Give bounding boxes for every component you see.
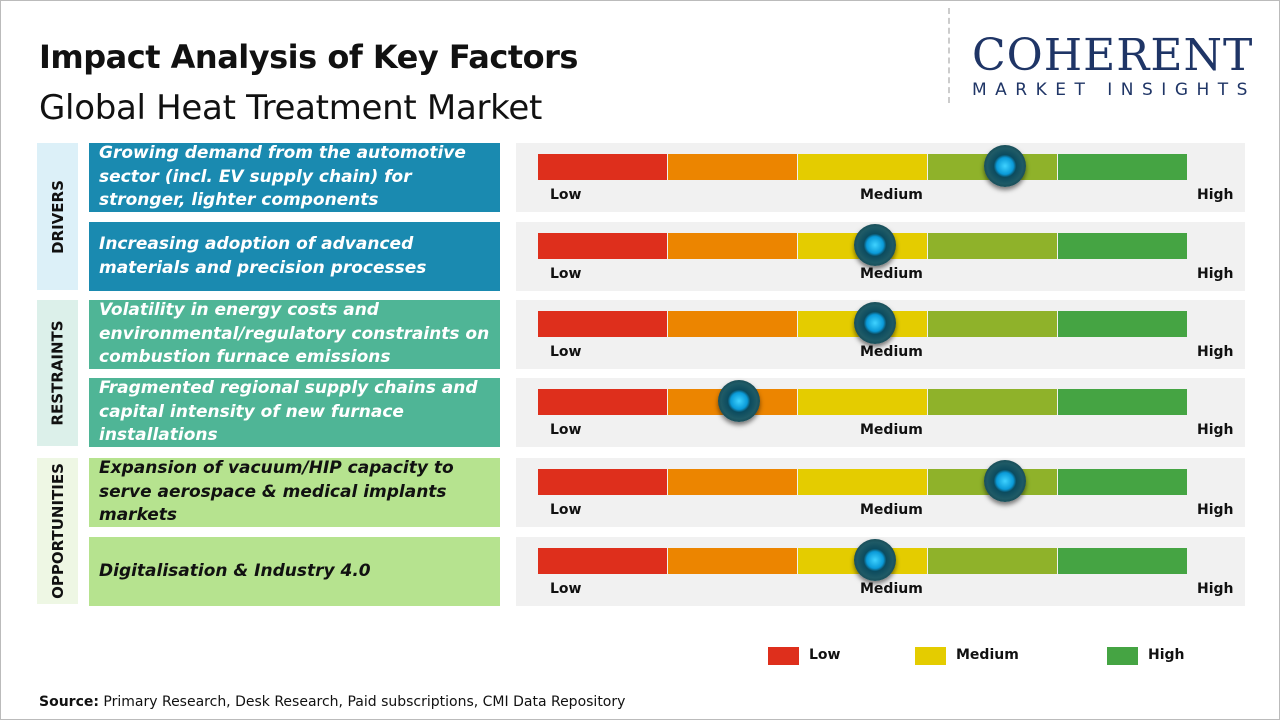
gauge-segment (1058, 389, 1187, 415)
logo-tagline: MARKET INSIGHTS (972, 80, 1256, 100)
gauge-segment (798, 154, 927, 180)
gauge-scale-label: High (1197, 422, 1234, 438)
factor-label: Expansion of vacuum/HIP capacity to serv… (89, 458, 500, 527)
gauge-segment (928, 389, 1057, 415)
legend-label: High (1148, 647, 1185, 663)
gauge-segment (798, 389, 927, 415)
company-logo: COHERENT MARKET INSIGHTS (948, 8, 1268, 103)
gauge-scale-label: High (1197, 344, 1234, 360)
legend-swatch-medium (915, 647, 946, 665)
gauge-scale-label: Medium (860, 344, 923, 360)
legend-swatch-low (768, 647, 799, 665)
group-label-restraints: RESTRAINTS (37, 300, 78, 446)
gauge-segment (668, 233, 797, 259)
gauge-segment (668, 469, 797, 495)
gauge-scale-label: Medium (860, 266, 923, 282)
group-label-text: RESTRAINTS (48, 320, 67, 426)
gauge-scale-label: Medium (860, 422, 923, 438)
gauge-scale-label: High (1197, 187, 1234, 203)
group-label-text: OPPORTUNITIES (48, 463, 67, 599)
group-label-text: DRIVERS (48, 179, 67, 254)
gauge-scale-label: Low (550, 266, 582, 282)
source-label: Source: (39, 694, 99, 710)
gauge-segment (928, 233, 1057, 259)
gauge-segment (538, 154, 667, 180)
legend-label: Medium (956, 647, 1019, 663)
gauge-segment (538, 389, 667, 415)
page-title: Impact Analysis of Key Factors (39, 38, 578, 76)
impact-gauge: Low Medium High (516, 537, 1245, 606)
gauge-segment (668, 311, 797, 337)
impact-gauge: Low Medium High (516, 300, 1245, 369)
gauge-scale-label: Low (550, 187, 582, 203)
gauge-segment (1058, 469, 1187, 495)
gauge-segment (1058, 548, 1187, 574)
gauge-segment (538, 548, 667, 574)
gauge-segment (928, 548, 1057, 574)
gauge-scale-label: High (1197, 581, 1234, 597)
gauge-marker (853, 539, 896, 581)
gauge-scale-label: Medium (860, 581, 923, 597)
factor-label: Fragmented regional supply chains and ca… (89, 378, 500, 447)
gauge-scale-label: Low (550, 502, 582, 518)
gauge-segment (798, 469, 927, 495)
factor-label: Digitalisation & Industry 4.0 (89, 537, 500, 606)
legend-swatch-high (1107, 647, 1138, 665)
gauge-scale-label: Medium (860, 502, 923, 518)
factor-label: Growing demand from the automotive secto… (89, 143, 500, 212)
gauge-segment (1058, 311, 1187, 337)
factor-label: Volatility in energy costs and environme… (89, 300, 500, 369)
gauge-scale-label: Low (550, 422, 582, 438)
group-label-opportunities: OPPORTUNITIES (37, 458, 78, 604)
gauge-segment (538, 233, 667, 259)
legend-label: Low (809, 647, 841, 663)
gauge-segment (928, 311, 1057, 337)
gauge-marker (717, 380, 760, 422)
gauge-segment (538, 469, 667, 495)
gauge-scale-label: Low (550, 581, 582, 597)
source-note: Source: Primary Research, Desk Research,… (39, 694, 625, 710)
gauge-marker (853, 302, 896, 344)
gauge-segment (1058, 233, 1187, 259)
gauge-marker (853, 224, 896, 266)
gauge-segment (668, 548, 797, 574)
gauge-marker (983, 145, 1026, 187)
gauge-segment (1058, 154, 1187, 180)
source-text: Primary Research, Desk Research, Paid su… (98, 694, 626, 710)
page-subtitle: Global Heat Treatment Market (39, 88, 543, 128)
gauge-scale-label: Medium (860, 187, 923, 203)
gauge-scale-label: High (1197, 266, 1234, 282)
gauge-segment (668, 154, 797, 180)
gauge-scale-label: High (1197, 502, 1234, 518)
impact-gauge: Low Medium High (516, 143, 1245, 212)
gauge-marker (983, 460, 1026, 502)
gauge-segment (538, 311, 667, 337)
group-label-drivers: DRIVERS (37, 143, 78, 290)
impact-gauge: Low Medium High (516, 458, 1245, 527)
factor-label: Increasing adoption of advanced material… (89, 222, 500, 291)
gauge-scale-label: Low (550, 344, 582, 360)
impact-gauge: Low Medium High (516, 378, 1245, 447)
impact-gauge: Low Medium High (516, 222, 1245, 291)
logo-wordmark: COHERENT (972, 30, 1254, 81)
